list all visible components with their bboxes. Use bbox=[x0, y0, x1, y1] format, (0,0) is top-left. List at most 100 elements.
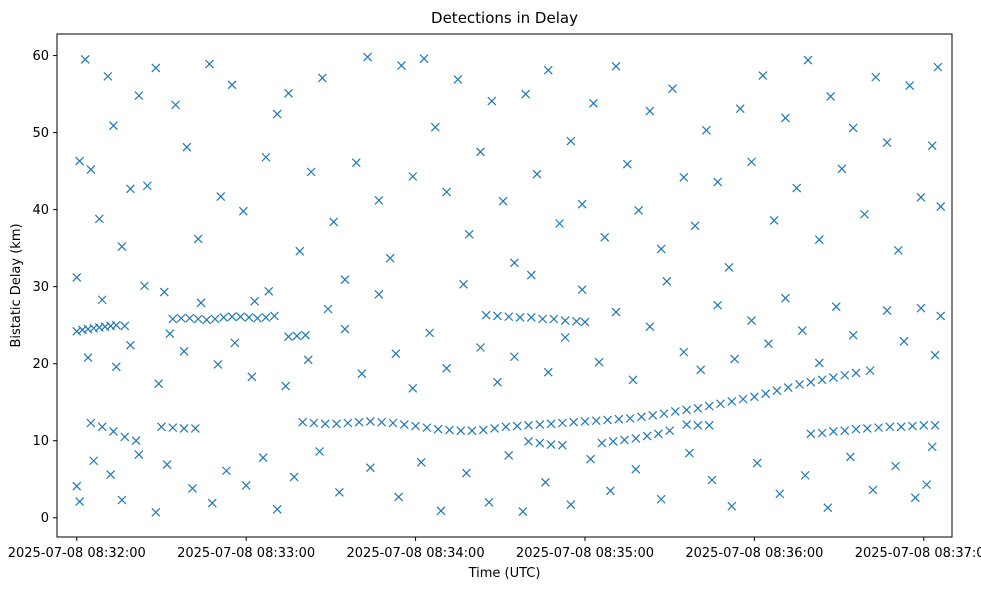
data-point bbox=[916, 192, 926, 202]
data-point bbox=[493, 311, 502, 321]
data-point bbox=[910, 493, 920, 503]
data-point bbox=[761, 389, 771, 399]
data-point bbox=[752, 458, 762, 468]
data-point bbox=[780, 113, 790, 123]
x-tick-label: 2025-07-08 08:33:00 bbox=[177, 546, 315, 561]
data-point bbox=[476, 343, 485, 352]
data-point bbox=[882, 138, 892, 148]
data-point bbox=[230, 338, 240, 348]
data-point bbox=[679, 172, 689, 182]
data-point bbox=[264, 286, 274, 296]
data-point bbox=[490, 423, 500, 433]
data-point bbox=[899, 336, 909, 346]
data-point bbox=[484, 497, 494, 507]
data-point bbox=[580, 417, 590, 426]
data-point bbox=[397, 61, 406, 71]
data-point bbox=[117, 242, 127, 252]
y-tick-label: 10 bbox=[32, 434, 49, 449]
x-axis: 2025-07-08 08:32:00 2025-07-08 08:33:00 20… bbox=[8, 537, 981, 561]
data-point bbox=[295, 246, 305, 256]
data-point bbox=[868, 485, 878, 495]
data-point bbox=[560, 333, 570, 342]
data-point bbox=[919, 420, 929, 430]
data-point bbox=[670, 407, 680, 416]
y-tick-label: 0 bbox=[41, 511, 49, 526]
x-tick-label: 2025-07-08 08:37:00 bbox=[855, 546, 981, 561]
data-point bbox=[445, 425, 454, 435]
data-point bbox=[289, 472, 299, 482]
data-point bbox=[301, 330, 310, 340]
data-point bbox=[120, 321, 130, 331]
x-tick-label: 2025-07-08 08:32:00 bbox=[8, 546, 146, 561]
data-point bbox=[176, 313, 186, 323]
data-point bbox=[908, 421, 917, 431]
data-point bbox=[586, 454, 596, 464]
x-tick-label: 2025-07-08 08:36:00 bbox=[685, 546, 823, 561]
data-point bbox=[332, 419, 341, 429]
data-point bbox=[464, 229, 474, 239]
data-point bbox=[309, 418, 319, 428]
data-point bbox=[151, 507, 161, 517]
data-point bbox=[154, 379, 164, 389]
data-point bbox=[504, 450, 514, 460]
data-point bbox=[487, 96, 497, 106]
data-point bbox=[905, 81, 915, 91]
data-point bbox=[433, 424, 443, 434]
data-point bbox=[75, 156, 85, 166]
data-point bbox=[188, 484, 197, 493]
data-point bbox=[589, 98, 598, 108]
data-point bbox=[416, 457, 426, 467]
data-point bbox=[385, 253, 395, 263]
data-point bbox=[594, 357, 604, 367]
data-point bbox=[783, 383, 793, 392]
data-point bbox=[826, 91, 836, 101]
data-point bbox=[83, 353, 93, 362]
data-point bbox=[814, 358, 824, 368]
data-point bbox=[190, 423, 200, 433]
data-point bbox=[546, 440, 556, 449]
data-point bbox=[735, 104, 745, 114]
data-point bbox=[817, 428, 827, 438]
data-point bbox=[391, 349, 401, 359]
data-point bbox=[357, 369, 367, 379]
data-point bbox=[851, 368, 861, 378]
data-point bbox=[645, 106, 655, 116]
data-point bbox=[611, 61, 621, 71]
data-point bbox=[668, 84, 677, 94]
data-point bbox=[80, 54, 90, 64]
data-point bbox=[425, 328, 435, 338]
data-point bbox=[97, 422, 107, 432]
data-point bbox=[193, 234, 203, 244]
data-point bbox=[611, 307, 621, 317]
data-point bbox=[72, 326, 82, 336]
data-point bbox=[106, 470, 116, 480]
data-point bbox=[631, 433, 641, 443]
data-point bbox=[131, 436, 141, 446]
data-point bbox=[111, 320, 121, 330]
data-point bbox=[860, 209, 869, 219]
data-point bbox=[103, 71, 113, 81]
data-point bbox=[543, 367, 553, 377]
data-point bbox=[430, 122, 440, 132]
data-point bbox=[461, 468, 471, 478]
data-point bbox=[168, 423, 178, 433]
data-point bbox=[258, 453, 268, 463]
data-point bbox=[399, 420, 409, 429]
data-point bbox=[221, 466, 231, 476]
data-point bbox=[871, 72, 881, 82]
data-point bbox=[261, 152, 271, 162]
data-point bbox=[179, 423, 189, 433]
data-point bbox=[608, 437, 618, 446]
data-point bbox=[707, 475, 717, 485]
data-point bbox=[436, 506, 446, 516]
data-point bbox=[557, 440, 567, 450]
data-point bbox=[642, 431, 652, 441]
x-axis-title: Time (UTC) bbox=[468, 566, 541, 581]
data-point bbox=[526, 313, 536, 322]
data-point bbox=[365, 463, 375, 473]
data-point bbox=[72, 481, 82, 491]
data-point bbox=[656, 244, 666, 254]
data-point bbox=[851, 424, 861, 434]
data-point bbox=[727, 397, 737, 406]
data-point bbox=[690, 221, 700, 231]
